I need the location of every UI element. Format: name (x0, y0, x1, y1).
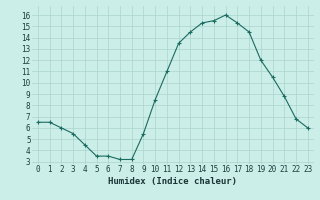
X-axis label: Humidex (Indice chaleur): Humidex (Indice chaleur) (108, 177, 237, 186)
